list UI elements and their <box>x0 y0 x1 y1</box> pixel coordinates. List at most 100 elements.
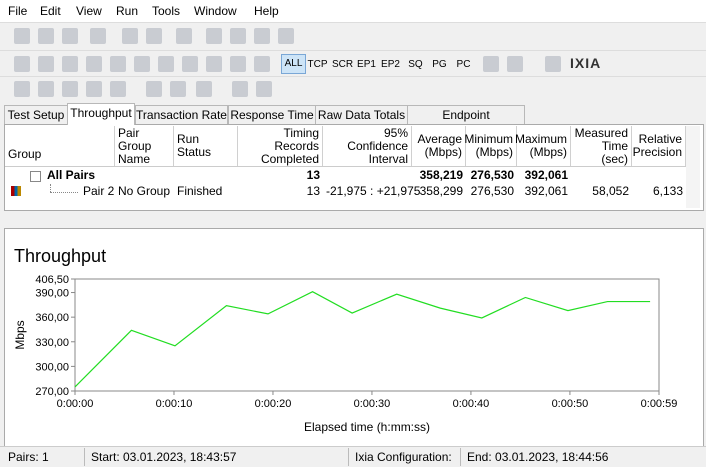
column-header[interactable]: Average (Mbps) <box>412 126 466 166</box>
status-separator <box>460 448 461 466</box>
x-tick-label: 0:00:10 <box>156 398 193 410</box>
column-header[interactable]: Run Status <box>174 126 238 166</box>
table-cell: 276,530 <box>470 168 514 182</box>
toolbar-icon[interactable] <box>146 28 162 44</box>
x-tick-label: 0:00:00 <box>57 398 94 410</box>
toolbar-icon[interactable] <box>90 28 106 44</box>
toolbar-icon[interactable] <box>14 81 30 97</box>
column-header[interactable]: Maximum (Mbps) <box>515 126 571 166</box>
column-header[interactable]: Timing Records Completed <box>238 126 323 166</box>
toolbar-icon[interactable] <box>14 56 30 72</box>
table-cell: 13 <box>306 168 320 182</box>
toolbar-icon[interactable] <box>38 81 54 97</box>
column-header[interactable]: 95% Confidence Interval <box>323 126 412 166</box>
menu-item[interactable]: Tools <box>152 4 181 18</box>
filter-button[interactable]: ALL <box>281 54 306 74</box>
filter-button[interactable]: SCR <box>331 59 354 70</box>
toolbar-icon[interactable] <box>206 28 222 44</box>
chart-panel <box>4 228 704 447</box>
x-axis-label: Elapsed time (h:mm:ss) <box>304 420 430 434</box>
toolbar-icon[interactable] <box>14 28 30 44</box>
toolbar-icon[interactable] <box>206 56 222 72</box>
filter-button[interactable]: EP2 <box>381 59 400 70</box>
status-text: End: 03.01.2023, 18:44:56 <box>467 450 609 464</box>
toolbar-icon[interactable] <box>158 56 174 72</box>
tab[interactable]: Throughput <box>67 103 135 125</box>
logo: IXIA <box>570 55 602 71</box>
tab[interactable]: Response Time <box>228 105 316 124</box>
toolbar-icon[interactable] <box>146 81 162 97</box>
table-cell: 392,061 <box>524 184 568 198</box>
table-cell: 358,219 <box>419 168 463 182</box>
scrollbar[interactable] <box>686 126 700 208</box>
toolbar-icon[interactable] <box>176 28 192 44</box>
toolbar-icon[interactable] <box>256 81 272 97</box>
y-tick-label: 406,50 <box>35 274 69 286</box>
toolbar-icon[interactable] <box>62 28 78 44</box>
tab[interactable]: Endpoint Configuration <box>407 105 525 140</box>
toolbar-icon[interactable] <box>170 81 186 97</box>
chart-title: Throughput <box>14 246 106 266</box>
toolbar-icon[interactable] <box>232 81 248 97</box>
menu-bar <box>0 0 706 22</box>
status-text: Pairs: 1 <box>8 450 49 464</box>
y-tick-label: 300,00 <box>35 361 69 373</box>
table-cell: 358,299 <box>419 184 463 198</box>
toolbar-icon[interactable] <box>86 56 102 72</box>
table-cell: 6,133 <box>652 184 683 198</box>
toolbar-icon[interactable] <box>38 28 54 44</box>
toolbar-icon[interactable] <box>254 28 270 44</box>
menu-item[interactable]: Window <box>194 4 237 18</box>
filter-button[interactable]: PG <box>432 59 447 70</box>
menu-item[interactable]: Edit <box>40 4 61 18</box>
menu-item[interactable]: Help <box>254 4 279 18</box>
pair-icon <box>11 186 21 196</box>
toolbar-icon[interactable] <box>38 56 54 72</box>
toolbar-icon[interactable] <box>545 56 561 72</box>
tab[interactable]: Transaction Rate <box>135 105 228 124</box>
toolbar-icon[interactable] <box>254 56 270 72</box>
tab[interactable]: Test Setup <box>4 105 68 124</box>
toolbar-icon[interactable] <box>86 81 102 97</box>
filter-button[interactable]: PC <box>456 59 471 70</box>
tree-line <box>50 192 78 194</box>
toolbar-icon[interactable] <box>62 81 78 97</box>
table-cell: All Pairs <box>47 168 96 182</box>
status-separator <box>348 448 349 466</box>
column-header[interactable]: Pair Group Name <box>115 126 174 166</box>
toolbar-icon[interactable] <box>230 56 246 72</box>
x-tick-label: 0:00:40 <box>453 398 490 410</box>
toolbar-icon[interactable] <box>196 81 212 97</box>
column-header[interactable]: Group <box>5 126 115 166</box>
status-bar <box>0 446 706 467</box>
x-tick-label: 0:00:50 <box>552 398 589 410</box>
toolbar-icon[interactable] <box>110 81 126 97</box>
tree-line <box>50 184 52 192</box>
toolbar-icon[interactable] <box>122 28 138 44</box>
data-line <box>74 291 651 388</box>
column-header[interactable]: Minimum (Mbps) <box>464 126 517 166</box>
y-tick-label: 390,00 <box>35 288 69 300</box>
toolbar-icon[interactable] <box>278 28 294 44</box>
toolbar-icon[interactable] <box>507 56 523 72</box>
table-cell: Finished <box>177 184 223 198</box>
toolbar-icon[interactable] <box>230 28 246 44</box>
column-header[interactable]: Measured Time (sec) <box>571 126 632 166</box>
toolbar-icon[interactable] <box>134 56 150 72</box>
tab[interactable]: Raw Data Totals <box>315 105 408 124</box>
toolbar-icon[interactable] <box>483 56 499 72</box>
x-tick-label: 0:00:30 <box>354 398 391 410</box>
toolbar-icon[interactable] <box>182 56 198 72</box>
filter-button[interactable]: SQ <box>408 59 423 70</box>
toolbar-icon[interactable] <box>62 56 78 72</box>
menu-item[interactable]: View <box>76 4 102 18</box>
menu-item[interactable]: Run <box>116 4 139 18</box>
column-header[interactable]: Relative Precision <box>632 126 686 166</box>
y-tick-label: 330,00 <box>35 337 69 349</box>
status-text: Start: 03.01.2023, 18:43:57 <box>91 450 237 464</box>
table-cell: 13 <box>306 184 320 198</box>
menu-item[interactable]: File <box>8 4 28 18</box>
filter-button[interactable]: EP1 <box>357 59 376 70</box>
toolbar-icon[interactable] <box>110 56 126 72</box>
filter-button[interactable]: TCP <box>307 59 328 70</box>
